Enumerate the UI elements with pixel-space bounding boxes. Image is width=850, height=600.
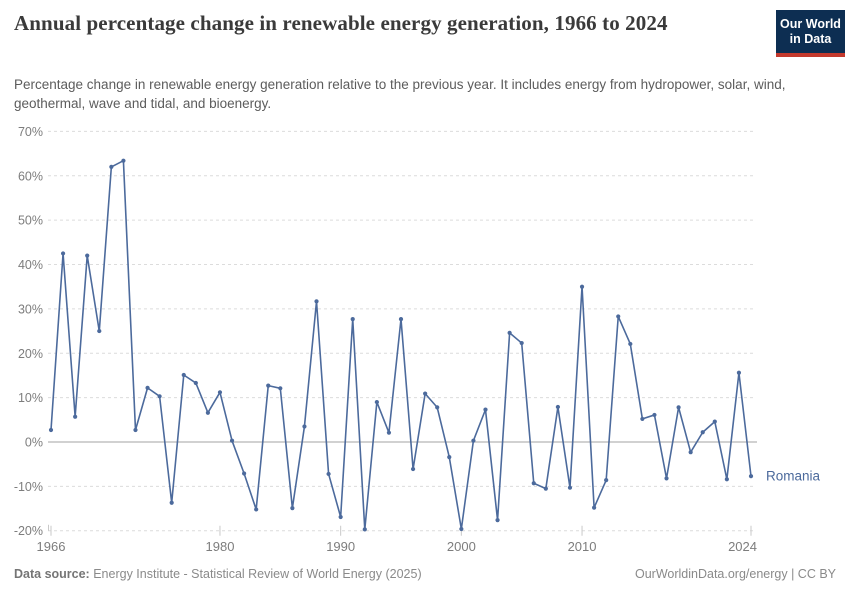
data-point[interactable] (724, 477, 729, 482)
data-point[interactable] (254, 507, 259, 512)
data-point[interactable] (628, 341, 633, 347)
data-point[interactable] (736, 370, 742, 375)
chart-footer: Data source: Energy Institute - Statisti… (14, 566, 836, 582)
data-point[interactable] (133, 427, 138, 433)
data-point[interactable] (266, 383, 271, 388)
data-point[interactable] (85, 253, 90, 258)
data-point[interactable] (350, 316, 355, 322)
x-axis-label: 2024 (728, 539, 757, 554)
data-source-text: Energy Institute - Statistical Review of… (93, 567, 422, 581)
data-point[interactable] (314, 299, 319, 304)
data-point[interactable] (748, 474, 754, 479)
data-point[interactable] (157, 394, 162, 399)
data-point[interactable] (676, 405, 681, 410)
data-point[interactable] (435, 405, 440, 410)
data-point[interactable] (169, 500, 174, 505)
data-point[interactable] (592, 505, 597, 510)
chart-area: -20% -10% 0% 10% 20% 30% 40% 50% 60% 70% 1966 1980 1… (0, 118, 850, 568)
chart-subtitle: Percentage change in renewable energy ge… (14, 77, 786, 111)
data-point[interactable] (302, 424, 307, 429)
data-point[interactable] (423, 391, 428, 396)
y-axis-label: 70% (18, 125, 43, 139)
data-point[interactable] (688, 450, 693, 455)
y-axis-label: 20% (18, 347, 43, 361)
data-point[interactable] (471, 438, 476, 443)
data-source-label: Data source: (14, 567, 90, 581)
data-point[interactable] (338, 514, 343, 520)
data-point[interactable] (386, 430, 392, 435)
data-point[interactable] (700, 430, 705, 435)
data-point[interactable] (145, 385, 150, 390)
data-point[interactable] (60, 251, 66, 256)
data-point[interactable] (181, 372, 186, 378)
data-point[interactable] (664, 476, 669, 481)
data-point[interactable] (495, 517, 500, 523)
page-title: Annual percentage change in renewable en… (14, 11, 668, 35)
x-axis-label: 1966 (37, 539, 66, 554)
data-point[interactable] (640, 416, 645, 422)
data-point[interactable] (374, 399, 379, 405)
data-point[interactable] (519, 340, 524, 346)
data-point[interactable] (531, 481, 536, 486)
data-point[interactable] (73, 414, 78, 419)
chart-line[interactable] (50, 159, 752, 531)
series-label[interactable]: Romania (766, 469, 821, 484)
owid-logo-line2: in Data (789, 32, 832, 46)
y-axis-label: -10% (14, 480, 43, 494)
owid-link[interactable]: OurWorldinData.org/energy | CC BY (634, 567, 836, 581)
y-axis-label: 30% (18, 302, 43, 316)
data-point[interactable] (459, 526, 464, 532)
data-point[interactable] (579, 284, 585, 289)
data-point[interactable] (604, 478, 609, 483)
data-point[interactable] (97, 328, 102, 334)
data-point[interactable] (242, 471, 247, 476)
x-axis-label: 2010 (568, 539, 597, 554)
data-point[interactable] (48, 427, 54, 433)
data-point[interactable] (290, 506, 295, 511)
data-point[interactable] (205, 410, 210, 415)
data-source: Data source: Energy Institute - Statisti… (14, 566, 422, 582)
data-point[interactable] (398, 316, 404, 322)
x-axis-label: 1980 (206, 539, 235, 554)
y-axis-label: 0% (25, 436, 43, 450)
data-point[interactable] (278, 386, 283, 391)
data-point[interactable] (109, 164, 114, 170)
owid-logo[interactable]: Our World in Data (776, 10, 845, 57)
data-point[interactable] (362, 527, 367, 532)
chart-svg: -20% -10% 0% 10% 20% 30% 40% 50% 60% 70% 1966 1980 1… (14, 125, 821, 554)
data-point[interactable] (447, 454, 452, 460)
y-axis-label: -20% (14, 524, 43, 538)
data-point[interactable] (217, 390, 223, 395)
y-axis-label: 10% (18, 391, 43, 405)
x-axis-label: 1990 (326, 539, 355, 554)
data-point[interactable] (616, 314, 621, 319)
data-point[interactable] (555, 404, 560, 410)
data-point[interactable] (121, 158, 126, 163)
y-axis-label: 60% (18, 169, 43, 183)
data-point[interactable] (483, 407, 488, 412)
data-point[interactable] (652, 412, 657, 418)
data-point[interactable] (193, 380, 198, 386)
data-point[interactable] (229, 438, 235, 443)
x-axis-label: 2000 (447, 539, 476, 554)
y-axis-label: 50% (18, 214, 43, 228)
data-point[interactable] (507, 330, 512, 335)
y-axis-label: 40% (18, 258, 43, 272)
data-point[interactable] (712, 419, 717, 424)
data-point[interactable] (326, 471, 331, 477)
data-point[interactable] (410, 466, 416, 472)
data-point[interactable] (543, 486, 548, 491)
data-point[interactable] (567, 485, 573, 490)
owid-logo-line1: Our World (780, 17, 841, 31)
